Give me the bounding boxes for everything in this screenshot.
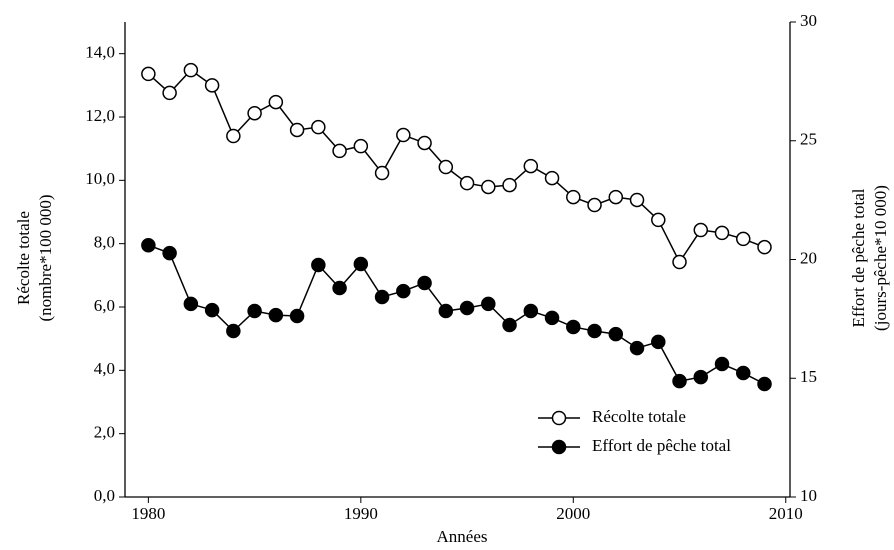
- data-point: [289, 122, 305, 138]
- data-point: [651, 212, 666, 228]
- data-point: [226, 128, 241, 144]
- data-point: [587, 197, 602, 213]
- series-line: [147, 69, 765, 264]
- data-point: [353, 138, 369, 154]
- data-point: [523, 303, 539, 319]
- data-point: [438, 159, 454, 175]
- y2-tick-label: 25: [800, 130, 817, 149]
- x-axis-title: Années: [437, 527, 488, 546]
- data-point: [162, 85, 177, 101]
- axes: [124, 22, 791, 498]
- data-point: [417, 275, 432, 291]
- data-point: [608, 326, 624, 342]
- data-point: [247, 105, 262, 121]
- data-point: [544, 310, 560, 326]
- x-tick-label: 1990: [344, 504, 378, 523]
- data-point: [757, 239, 772, 255]
- legend-label: Récolte totale: [592, 407, 686, 426]
- y-axis-title: Récolte totale: [14, 211, 33, 305]
- data-point: [396, 127, 411, 143]
- data-point: [289, 308, 305, 324]
- y-tick-label: 8,0: [94, 233, 115, 252]
- y-axis-title: (nombre*100 000): [36, 194, 55, 321]
- data-point: [693, 222, 709, 238]
- data-point: [396, 283, 411, 299]
- data-point: [311, 257, 326, 273]
- y2-tick-label: 30: [800, 11, 817, 30]
- data-point: [629, 340, 645, 356]
- data-point: [459, 300, 475, 316]
- data-point: [311, 119, 326, 135]
- data-point: [736, 365, 751, 381]
- data-point: [629, 192, 645, 208]
- series-line: [148, 244, 765, 385]
- legend-marker: [551, 410, 567, 426]
- x-tick-label: 2000: [556, 504, 590, 523]
- data-point: [481, 179, 496, 195]
- data-point: [374, 165, 390, 181]
- y-tick-label: 12,0: [85, 106, 115, 125]
- y-tick-label: 6,0: [94, 296, 115, 315]
- y2-tick-label: 15: [800, 367, 817, 386]
- data-point: [183, 62, 199, 78]
- data-point: [502, 177, 517, 193]
- data-point: [332, 143, 347, 159]
- data-point: [757, 376, 772, 392]
- data-point: [183, 296, 199, 312]
- data-point: [204, 78, 220, 93]
- data-point: [714, 356, 730, 372]
- legend-label: Effort de pêche total: [592, 436, 731, 455]
- data-point: [141, 238, 156, 253]
- y2-axis-title: (jours-pêche*10 000): [871, 185, 890, 331]
- data-point: [502, 317, 517, 333]
- data-point: [141, 66, 156, 82]
- data-point: [268, 307, 284, 323]
- data-point: [226, 323, 241, 339]
- legend-marker: [551, 439, 567, 455]
- data-point: [693, 369, 709, 385]
- x-tick-label: 1980: [131, 504, 165, 523]
- data-point: [162, 245, 177, 261]
- data-point: [459, 175, 475, 191]
- data-point: [544, 170, 560, 186]
- y-tick-label: 10,0: [85, 169, 115, 188]
- x-tick-label: 2010: [769, 504, 803, 523]
- y-tick-label: 4,0: [94, 359, 115, 378]
- y2-axis-title: Effort de pêche total: [849, 188, 868, 327]
- data-point: [417, 135, 432, 151]
- data-point: [672, 254, 687, 270]
- y2-tick-label: 20: [800, 248, 817, 267]
- data-point: [714, 225, 730, 241]
- data-point: [353, 256, 369, 272]
- data-point: [587, 323, 602, 339]
- data-point: [247, 303, 262, 319]
- y-tick-label: 0,0: [94, 486, 115, 505]
- data-point: [374, 289, 390, 305]
- data-point: [672, 373, 687, 389]
- data-point: [651, 334, 666, 350]
- y2-tick-label: 10: [800, 486, 817, 505]
- data-point: [736, 231, 751, 247]
- data-point: [523, 158, 539, 174]
- data-point: [268, 94, 284, 110]
- data-point: [566, 189, 581, 205]
- data-point: [204, 302, 220, 318]
- data-point: [438, 303, 454, 319]
- data-point: [332, 280, 347, 296]
- y-tick-label: 2,0: [94, 423, 115, 442]
- data-point: [566, 319, 581, 335]
- data-point: [608, 189, 624, 205]
- y-tick-label: 14,0: [85, 43, 115, 62]
- data-point: [481, 296, 496, 312]
